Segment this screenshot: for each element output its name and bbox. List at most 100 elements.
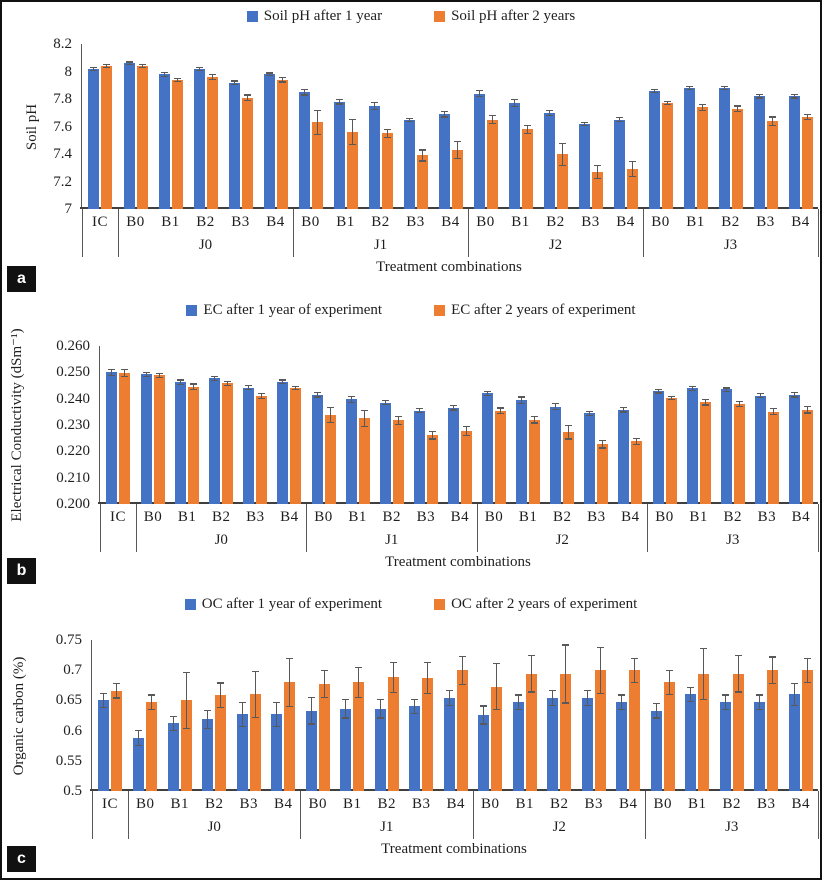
category-label: IC (110, 509, 126, 525)
error-bar-cap (514, 708, 522, 711)
error-bar-cap (514, 694, 522, 696)
error-bar-cap (580, 124, 588, 127)
category-label: B3 (416, 509, 436, 525)
error-bar-cap (618, 708, 626, 711)
error-bar-cap (620, 411, 628, 413)
bar-year1 (202, 719, 214, 791)
error-bar (759, 694, 761, 710)
error-bar-cap (258, 392, 266, 395)
legend-item-series1: OC after 1 year of experiment (184, 595, 382, 613)
category-label: B2 (723, 509, 742, 525)
error-bar-cap (224, 380, 232, 382)
error-bar-cap (665, 693, 673, 696)
error-bar-cap (721, 708, 729, 711)
error-bar-cap (376, 699, 384, 701)
category-label: B1 (687, 796, 707, 812)
error-bar-cap (125, 64, 133, 66)
error-bar-cap (108, 368, 115, 370)
bar-year2 (381, 133, 393, 209)
error-bar-cap (258, 398, 266, 400)
bar-year1 (482, 393, 494, 504)
error-bar-cap (493, 708, 501, 711)
category-divider (81, 209, 83, 257)
error-bar-cap (722, 390, 730, 392)
error-bar-cap (462, 435, 470, 437)
bar-year1 (379, 402, 391, 504)
bar-year2 (346, 132, 358, 209)
error-bar (316, 110, 318, 135)
bar-year1 (648, 90, 660, 209)
error-bar (483, 705, 485, 724)
error-bar-cap (698, 104, 706, 106)
error-bar-cap (355, 666, 363, 668)
bar-year1 (478, 714, 490, 791)
error-bar (561, 143, 563, 165)
bar-year2 (284, 682, 296, 791)
error-bar-cap (424, 661, 432, 664)
error-bar-cap (415, 407, 423, 410)
error-bar-cap (300, 88, 308, 91)
error-bar-cap (415, 412, 423, 414)
error-bar-cap (596, 692, 604, 694)
error-bar (793, 94, 795, 98)
error-bar (310, 697, 312, 724)
error-bar-cap (565, 425, 573, 427)
error-bar-cap (278, 81, 286, 83)
y-tick-label: 7.8 (53, 91, 72, 107)
bar-year1 (141, 374, 153, 504)
error-bar (418, 408, 420, 413)
error-bar-cap (562, 644, 570, 646)
category-label: B1 (518, 509, 538, 525)
error-bar (227, 381, 229, 386)
category-label: B4 (621, 509, 640, 525)
error-bar-cap (370, 101, 378, 104)
legend-swatch-blue (184, 598, 196, 610)
error-bar-cap (360, 410, 368, 412)
error-bar (793, 683, 795, 706)
error-bar-cap (279, 382, 287, 384)
legend-swatch-orange (434, 10, 446, 22)
category-label: B3 (411, 796, 431, 812)
error-bar (631, 161, 633, 177)
category-label: B2 (552, 509, 572, 525)
error-bar-cap (342, 717, 350, 719)
bar-year1 (263, 74, 275, 209)
group-label: J0 (198, 237, 213, 253)
error-bar-cap (148, 694, 156, 696)
x-axis-title: Treatment combinations (385, 554, 531, 570)
error-bar (106, 64, 107, 68)
bar-year1 (175, 382, 187, 504)
bar-year2 (801, 409, 813, 504)
error-bar-cap (631, 681, 639, 683)
bar-year1 (167, 723, 179, 791)
category-label: B0 (135, 796, 155, 812)
category-label: B0 (143, 509, 163, 525)
error-bar-cap (790, 392, 798, 394)
category-label: B0 (301, 214, 320, 230)
error-bar (345, 699, 347, 718)
bar-year1 (133, 737, 145, 791)
error-bar-cap (211, 375, 219, 377)
category-label: B4 (618, 796, 638, 812)
error-bar-cap (307, 723, 315, 725)
error-bar-cap (685, 85, 693, 88)
error-bar-cap (348, 119, 356, 121)
bar-year1 (547, 697, 559, 791)
bar-year1 (403, 119, 415, 209)
error-bar-cap (733, 110, 741, 113)
x-axis-title: Treatment combinations (381, 841, 527, 857)
error-bar (653, 89, 655, 93)
category-label: B2 (211, 509, 231, 525)
error-bar (737, 655, 739, 692)
bar-year2 (416, 155, 428, 209)
error-bar-cap (449, 405, 457, 407)
error-bar-cap (620, 407, 628, 409)
error-bar (427, 662, 429, 694)
error-bar (261, 393, 263, 399)
error-bar-cap (790, 704, 798, 706)
error-bar (172, 716, 174, 731)
error-bar (500, 407, 502, 414)
error-bar-cap (125, 61, 133, 63)
category-label: B1 (170, 796, 189, 812)
error-bar (159, 373, 161, 378)
